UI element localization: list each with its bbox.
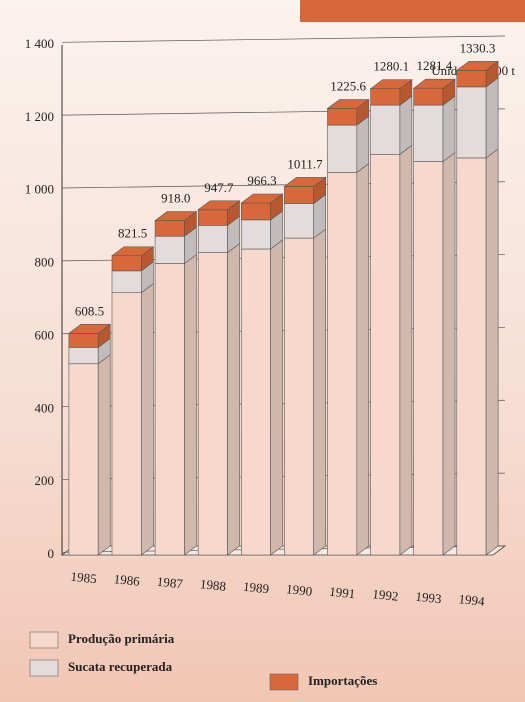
bar-side xyxy=(270,239,283,556)
bar-segment xyxy=(413,87,444,106)
bar-side xyxy=(313,228,327,556)
bar-segment xyxy=(456,157,487,556)
bar-side xyxy=(399,95,413,155)
bar-segment xyxy=(327,172,358,556)
bar-top xyxy=(197,200,241,211)
bar-side xyxy=(442,95,456,163)
x-tick-label: 1991 xyxy=(329,584,356,602)
bar-segment xyxy=(456,70,487,88)
y-tick-label: 1 000 xyxy=(25,182,54,197)
bar-segment xyxy=(154,263,185,556)
bar-side xyxy=(184,253,197,556)
total-label: 608.5 xyxy=(75,303,104,318)
x-tick-label: 1992 xyxy=(372,586,399,604)
bar-top xyxy=(154,211,198,221)
total-label: 1281.4 xyxy=(416,58,452,73)
y-tick-label: 0 xyxy=(48,546,55,561)
bar-segment xyxy=(456,86,487,159)
total-label: 947.7 xyxy=(204,180,234,195)
y-tick-label: 1 200 xyxy=(25,109,54,124)
y-tick-label: 1 400 xyxy=(25,36,54,51)
bar-segment xyxy=(240,202,271,221)
x-tick-label: 1988 xyxy=(199,576,226,594)
x-tick-label: 1986 xyxy=(113,571,141,589)
bar-segment xyxy=(68,333,99,348)
x-tick-label: 1989 xyxy=(242,579,269,597)
bar-top xyxy=(111,246,155,257)
legend-swatch xyxy=(269,673,299,691)
bar-segment xyxy=(284,203,315,239)
legend-label: Sucata recuperada xyxy=(68,659,173,674)
total-label: 1280.1 xyxy=(373,59,409,74)
bar-segment xyxy=(240,248,271,556)
x-tick-label: 1990 xyxy=(285,581,312,599)
bar-side xyxy=(356,115,370,174)
bar-side xyxy=(227,243,240,556)
bar-segment xyxy=(327,124,358,173)
grid-line xyxy=(61,35,506,43)
x-tick-label: 1985 xyxy=(70,569,97,587)
bar-segment xyxy=(111,255,142,272)
bar-side xyxy=(485,77,499,159)
header-band xyxy=(300,0,525,22)
total-label: 918.0 xyxy=(161,191,190,206)
total-label: 821.5 xyxy=(118,226,147,241)
bar-segment xyxy=(413,161,444,556)
bar-segment xyxy=(240,219,271,250)
bar-side xyxy=(97,354,111,556)
bar-top xyxy=(369,79,413,89)
bar-segment xyxy=(197,209,228,226)
x-tick-label: 1993 xyxy=(415,589,442,607)
y-tick-label: 800 xyxy=(35,255,55,270)
bar-side xyxy=(141,283,154,556)
legend-label: Produção primária xyxy=(68,631,175,646)
total-label: 1011.7 xyxy=(287,156,323,171)
total-label: 1330.3 xyxy=(460,40,496,55)
bar-top xyxy=(240,193,284,204)
legend-label: Importações xyxy=(308,673,377,688)
y-tick-label: 200 xyxy=(35,473,55,488)
bar-segment xyxy=(197,252,228,556)
bar-segment xyxy=(154,220,185,237)
legend-swatch xyxy=(29,659,59,677)
bar-top xyxy=(455,61,500,71)
x-tick-label: 1987 xyxy=(156,574,184,592)
bar-segment xyxy=(197,225,228,253)
bar-side xyxy=(442,151,456,556)
bar-segment xyxy=(68,347,99,365)
bar-segment xyxy=(68,363,99,556)
bar-segment xyxy=(370,88,401,106)
bar-segment xyxy=(370,153,401,556)
x-tick-label: 1994 xyxy=(458,591,486,609)
bar-segment xyxy=(284,186,315,204)
bar-top xyxy=(67,324,112,334)
bar-segment xyxy=(284,237,315,556)
y-tick-label: 600 xyxy=(35,327,55,342)
bar-top xyxy=(412,78,456,89)
bar-side xyxy=(399,144,413,556)
total-label: 966.3 xyxy=(247,173,276,188)
bar-segment xyxy=(154,235,185,264)
bar-segment xyxy=(111,292,142,556)
bar-side xyxy=(356,162,370,556)
y-tick-label: 400 xyxy=(35,400,55,415)
bar-side xyxy=(485,148,499,556)
bar-segment xyxy=(413,104,444,162)
bar-segment xyxy=(370,104,401,155)
bar-segment xyxy=(111,270,142,294)
legend-swatch xyxy=(29,631,59,649)
bar-segment xyxy=(327,108,358,126)
bar-top xyxy=(283,177,327,187)
total-label: 1225.6 xyxy=(330,79,366,94)
bar-top xyxy=(326,99,370,109)
